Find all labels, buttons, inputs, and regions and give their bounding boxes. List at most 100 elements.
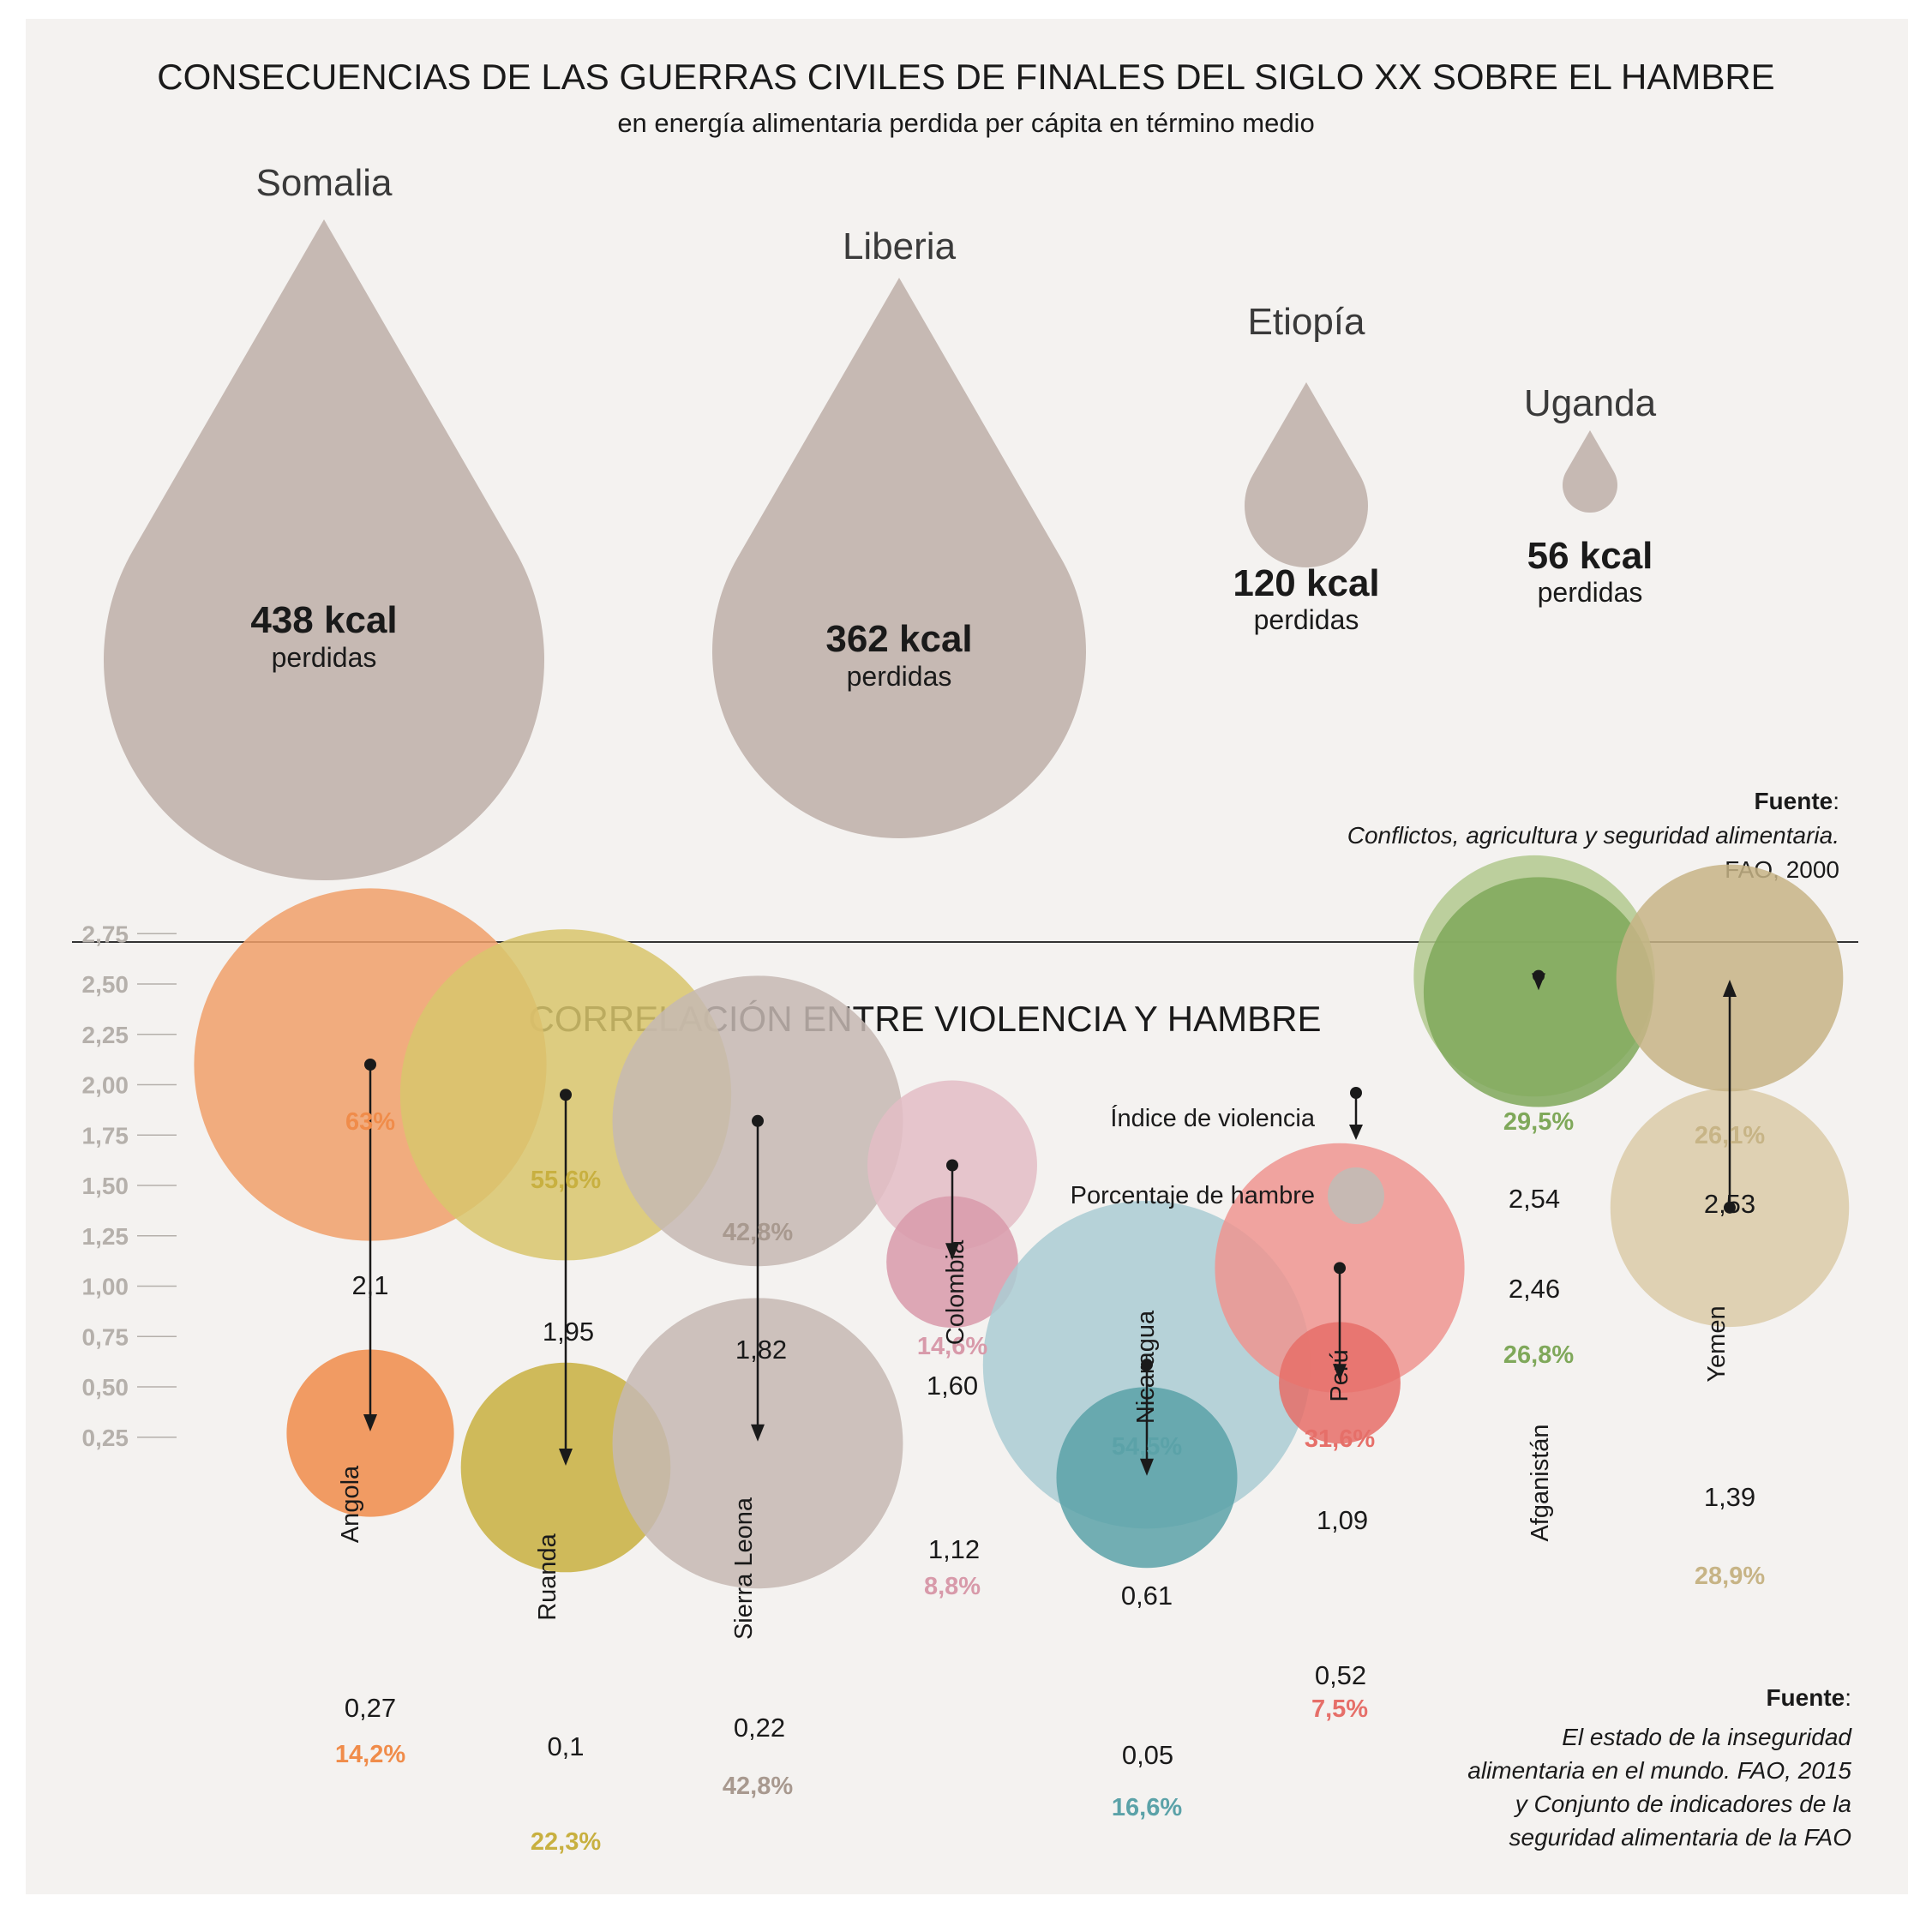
hunger-circle-sierra-leona-after [612, 1298, 903, 1589]
hunger-percent-label: 42,8% [723, 1219, 793, 1246]
y-tick-label: 2,50 [82, 971, 129, 998]
hunger-percent-label: 31,6% [1305, 1425, 1375, 1453]
hunger-circle-angola-after [286, 1349, 454, 1517]
country-name-label: Yemen [1703, 1305, 1731, 1382]
hunger-percent-label: 42,8% [723, 1773, 793, 1800]
drop-country-label: Uganda [1524, 382, 1657, 424]
violence-arrowhead-angola [363, 1414, 377, 1432]
violence-value-label: 2,53 [1704, 1189, 1755, 1219]
country-name-label: Nicaragua [1132, 1310, 1160, 1424]
violence-value-label: 1,95 [543, 1317, 594, 1347]
bottom-source-line: seguridad alimentaria de la FAO [1509, 1824, 1851, 1851]
drop-unit-label: perdidas [1254, 604, 1359, 635]
drop-unit-label: perdidas [847, 661, 952, 692]
violence-arrowhead-sierra-leona [751, 1424, 765, 1442]
bottom-source-label: Fuente: [1766, 1684, 1851, 1711]
hunger-circle-afganistan-after [1423, 877, 1654, 1107]
hunger-percent-label: 14,2% [335, 1741, 405, 1768]
violence-arrowhead-peru [1333, 1364, 1347, 1382]
violence-start-dot-angola [364, 1059, 376, 1071]
violence-start-dot-sierra-leona [752, 1114, 764, 1127]
drop-etiopía [1245, 382, 1368, 567]
violence-arrowhead-colombia [945, 1243, 959, 1261]
bottom-source-line: alimentaria en el mundo. FAO, 2015 [1467, 1757, 1851, 1784]
violence-value-label: 1,82 [735, 1335, 787, 1365]
hunger-percent-label: 29,5% [1503, 1108, 1574, 1136]
y-tick-label: 1,00 [82, 1274, 129, 1300]
violence-value-label: 1,60 [927, 1371, 978, 1401]
violence-start-dot-colombia [946, 1159, 958, 1172]
y-tick-label: 0,75 [82, 1323, 129, 1350]
violence-value-label: 2,1 [351, 1270, 388, 1300]
legend-hunger-label: Porcentaje de hambre [1071, 1182, 1315, 1209]
hunger-percent-label: 55,6% [531, 1167, 601, 1194]
violence-arrowhead-ruanda [559, 1449, 573, 1466]
violence-arrowhead-yemen [1723, 979, 1737, 997]
bottom-source-line: El estado de la inseguridad [1562, 1724, 1852, 1750]
hunger-percent-label: 63% [345, 1108, 395, 1136]
drop-value-label: 362 kcal [825, 618, 972, 660]
legend-violence-arrowhead [1349, 1125, 1363, 1140]
hunger-circle-colombia-after [886, 1196, 1018, 1329]
drop-country-label: Liberia [843, 225, 957, 267]
hunger-percent-label: 28,9% [1695, 1563, 1765, 1590]
hunger-percent-label: 26,1% [1695, 1122, 1765, 1149]
y-tick-label: 2,75 [82, 921, 129, 947]
hunger-percent-label: 26,8% [1503, 1341, 1574, 1369]
y-tick-label: 2,00 [82, 1072, 129, 1099]
violence-start-dot-yemen [1724, 1201, 1736, 1214]
y-tick-label: 1,25 [82, 1223, 129, 1250]
violence-start-dot-peru [1334, 1262, 1346, 1275]
hunger-percent-label: 14,6% [917, 1333, 987, 1360]
drop-value-label: 438 kcal [250, 599, 397, 641]
country-name-label: Colombia [942, 1239, 969, 1345]
drop-uganda [1563, 430, 1617, 513]
violence-value-label: 0,05 [1122, 1740, 1173, 1770]
violence-value-label: 0,52 [1315, 1660, 1366, 1690]
country-name-label: Sierra Leona [730, 1497, 758, 1640]
violence-value-label: 0,61 [1121, 1581, 1173, 1611]
country-name-label: Perú [1326, 1349, 1353, 1401]
y-tick-label: 0,50 [82, 1374, 129, 1401]
violence-start-dot-nicaragua [1141, 1359, 1153, 1371]
hunger-percent-label: 8,8% [924, 1573, 981, 1600]
violence-start-dot-afganistan [1533, 969, 1545, 982]
country-name-label: Angola [337, 1465, 364, 1543]
violence-start-dot-ruanda [560, 1089, 572, 1101]
drop-value-label: 120 kcal [1233, 562, 1379, 604]
y-tick-label: 1,75 [82, 1122, 129, 1149]
drop-value-label: 56 kcal [1527, 535, 1653, 577]
violence-value-label: 0,1 [547, 1731, 584, 1761]
violence-value-label: 0,27 [345, 1693, 396, 1723]
hunger-circle-yemen-after [1616, 864, 1844, 1092]
top-source-label: Fuente: [1754, 788, 1839, 814]
hunger-percent-label: 54,5% [1112, 1433, 1182, 1461]
violence-arrowhead-nicaragua [1140, 1458, 1154, 1476]
violence-value-label: 1,09 [1317, 1505, 1368, 1535]
bottom-source-line: y Conjunto de indicadores de la [1514, 1791, 1851, 1817]
violence-value-label: 2,54 [1509, 1184, 1560, 1214]
drop-country-label: Etiopía [1248, 301, 1366, 343]
hunger-percent-label: 22,3% [531, 1828, 601, 1856]
drop-unit-label: perdidas [272, 642, 377, 673]
y-tick-label: 2,25 [82, 1022, 129, 1048]
main-subtitle: en energía alimentaria perdida per cápit… [617, 108, 1314, 138]
violence-value-label: 0,22 [734, 1713, 785, 1743]
hunger-circle-nicaragua-after [1056, 1387, 1238, 1569]
hunger-percent-label: 7,5% [1311, 1695, 1368, 1723]
hunger-percent-label: 16,6% [1112, 1794, 1182, 1821]
hunger-circle-peru-after [1279, 1322, 1401, 1444]
main-title: CONSECUENCIAS DE LAS GUERRAS CIVILES DE … [157, 57, 1774, 97]
drop-unit-label: perdidas [1538, 577, 1643, 608]
y-tick-label: 0,25 [82, 1425, 129, 1451]
legend-hunger-circle [1328, 1167, 1384, 1224]
violence-value-label: 2,46 [1509, 1274, 1560, 1304]
violence-value-label: 1,12 [928, 1534, 980, 1564]
country-name-label: Ruanda [534, 1533, 561, 1620]
y-tick-label: 1,50 [82, 1173, 129, 1199]
drop-liberia [712, 278, 1086, 838]
drop-country-label: Somalia [256, 162, 393, 204]
country-name-label: Afganistán [1527, 1424, 1554, 1541]
top-source-line: Conflictos, agricultura y seguridad alim… [1347, 822, 1839, 849]
